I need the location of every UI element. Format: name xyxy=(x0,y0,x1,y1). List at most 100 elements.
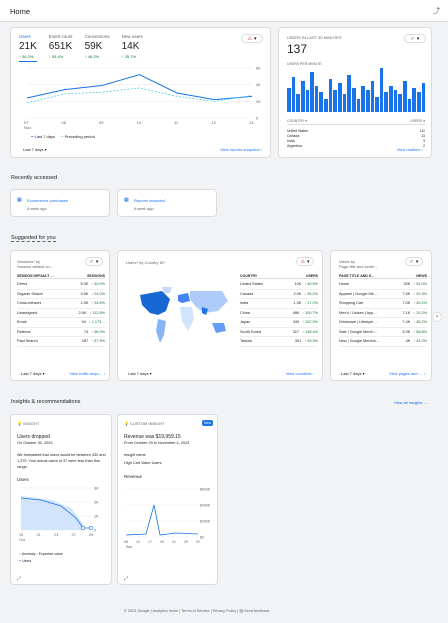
insight-card[interactable]: 💡 INSIGHT Users dropped On October 30, 2… xyxy=(10,414,112,585)
view-reports-snapshot-link[interactable]: View reports snapshot › xyxy=(220,147,262,152)
table-row: Shopping Cart 7.0K ↑ 49.2% xyxy=(339,299,427,309)
row-change: ↑ 100.7% xyxy=(302,310,318,315)
minute-bar[interactable] xyxy=(370,81,375,112)
metric-tab[interactable]: New users 14K ↑ 35.7% xyxy=(122,34,143,62)
card-title-line2: Page title and scree… xyxy=(339,264,379,269)
minute-bar[interactable] xyxy=(333,90,338,112)
footer-text[interactable]: © 2023 Google | Analytics home | Terms o… xyxy=(124,609,239,613)
minute-bar[interactable] xyxy=(291,76,296,112)
row-values: 2.0K ↑ 112.8% xyxy=(79,311,105,315)
share-icon[interactable]: ⤢ xyxy=(124,576,129,582)
view-pages-link[interactable]: View pages and … › xyxy=(389,371,425,376)
minute-bar[interactable] xyxy=(310,72,314,112)
minute-bar[interactable] xyxy=(338,83,342,112)
send-feedback-link[interactable]: Send feedback xyxy=(244,609,270,613)
row-values: 7.1K ↑ 20.2% xyxy=(402,311,427,315)
minute-bar[interactable] xyxy=(379,68,384,112)
minute-bar[interactable] xyxy=(403,81,407,112)
minute-bar[interactable] xyxy=(361,85,365,112)
metric-label: New users xyxy=(121,34,143,39)
minute-bar[interactable] xyxy=(375,96,379,112)
series-line-preceding xyxy=(26,87,253,104)
minute-bar[interactable] xyxy=(407,98,412,112)
view-all-insights-link[interactable]: View all insights → xyxy=(394,400,428,405)
minute-bar[interactable] xyxy=(287,87,291,112)
row-label: Japan xyxy=(240,320,251,325)
row-values: 1.3K ↑ 17.0% xyxy=(293,301,318,305)
minute-bar[interactable] xyxy=(416,92,421,112)
row-label: Referral xyxy=(17,329,31,334)
view-countries-link[interactable]: View countries › xyxy=(285,371,314,376)
minute-bar[interactable] xyxy=(393,90,398,112)
date-range-selector[interactable]: Last 7 days ▾ xyxy=(128,371,152,376)
minute-bar[interactable] xyxy=(347,74,351,112)
col-country[interactable]: COUNTRY ▾ xyxy=(287,119,307,123)
row-value: 7.0K xyxy=(402,301,411,306)
minute-bar[interactable] xyxy=(300,81,305,112)
metric-tab[interactable]: Conversions 59K ↑ 46.2% xyxy=(85,34,110,62)
status-chip[interactable]: ✓ ▾ xyxy=(405,257,423,266)
minute-bar[interactable] xyxy=(319,92,324,112)
date-range-selector[interactable]: Last 7 days ▾ xyxy=(23,147,47,152)
minute-bar[interactable] xyxy=(351,87,356,112)
row-values: 301 ↑ 49.3% xyxy=(295,339,318,343)
minute-bar[interactable] xyxy=(398,94,403,112)
metric-tab[interactable]: Event count 651K ↑ 55.4% xyxy=(49,34,73,62)
table-row: Taiwan 301 ↑ 49.3% xyxy=(240,337,318,347)
row-country: India xyxy=(287,138,295,143)
table-row: India 1.3K ↑ 17.0% xyxy=(240,299,318,309)
date-range-selector[interactable]: Last 7 days ▾ xyxy=(21,371,45,376)
insight-title: Users dropped xyxy=(17,434,50,440)
feedback-icon: ▤ xyxy=(239,609,243,613)
country-card: Users* by Country ID* ⚠ ▾ COUNTRY USERS Un… xyxy=(117,250,323,381)
view-traffic-link[interactable]: View traffic acqu… › xyxy=(69,371,105,376)
realtime-status-chip[interactable]: ✓ ▾ xyxy=(404,34,426,43)
metric-tab[interactable]: Users 21K ↑ 36.3% xyxy=(19,34,37,62)
realtime-row: Canada 13 xyxy=(287,133,425,138)
minute-bar[interactable] xyxy=(356,98,361,112)
x-tick-month: Sep xyxy=(126,545,132,549)
share-icon[interactable]: ⤢ xyxy=(17,576,22,582)
anomaly-chip[interactable]: ⚠ ▾ xyxy=(296,257,314,266)
minute-bar[interactable] xyxy=(365,90,370,112)
anomaly-point[interactable] xyxy=(89,526,93,530)
insights-trend-icon[interactable]: ⤴ xyxy=(433,8,440,15)
row-change: ↑ 24.0% xyxy=(91,291,105,296)
recent-item[interactable]: ▦ Reports snapshot A week ago xyxy=(117,189,217,217)
row-label: Shopping Cart xyxy=(339,301,364,306)
minute-bar[interactable] xyxy=(384,92,389,112)
y-tick: $0 xyxy=(200,536,204,540)
row-label: Apparel | Google Me… xyxy=(339,291,378,296)
anomaly-point[interactable] xyxy=(81,526,85,530)
next-arrow-icon[interactable]: › xyxy=(432,312,442,322)
minute-bar[interactable] xyxy=(296,94,300,112)
series-line-last-7-days xyxy=(26,74,253,101)
col-users[interactable]: USERS ▾ xyxy=(410,119,425,123)
recent-item[interactable]: ▦ Ecommerce purchases A week ago xyxy=(10,189,110,217)
view-realtime-link[interactable]: View realtime › xyxy=(396,147,423,152)
status-chip[interactable]: ✓ ▾ xyxy=(85,257,103,266)
minute-bar[interactable] xyxy=(314,85,319,112)
minute-bar[interactable] xyxy=(342,94,347,112)
row-label: Sale | Google Merch… xyxy=(339,329,378,334)
date-range-selector[interactable]: Last 7 days ▾ xyxy=(341,371,365,376)
table-row: Paid Search 187 ↑ 57.9% xyxy=(17,337,105,347)
row-value: 2.0K xyxy=(78,310,87,315)
anomaly-chip[interactable]: ⚠ ▾ xyxy=(241,34,263,43)
recent-item-label: Ecommerce purchases xyxy=(27,198,68,203)
minute-bar[interactable] xyxy=(305,90,310,112)
map-north-america xyxy=(140,291,170,315)
row-country: Argentina xyxy=(287,143,302,148)
row-value: 74 xyxy=(84,329,89,334)
row-value: 349 xyxy=(292,320,300,325)
minute-bar[interactable] xyxy=(324,98,328,112)
minute-bar[interactable] xyxy=(389,85,393,112)
x-tick: 26 xyxy=(160,540,164,544)
card-title-line1: Sessions* by xyxy=(17,259,41,264)
minute-bar[interactable] xyxy=(421,83,426,112)
x-tick: 29 xyxy=(89,533,93,537)
minute-bar[interactable] xyxy=(328,79,333,112)
custom-insight-card[interactable]: 💡 CUSTOM INSIGHT New Revenue was $19,959… xyxy=(117,414,218,585)
minute-bar[interactable] xyxy=(412,87,416,112)
row-label: South Korea xyxy=(240,329,262,334)
